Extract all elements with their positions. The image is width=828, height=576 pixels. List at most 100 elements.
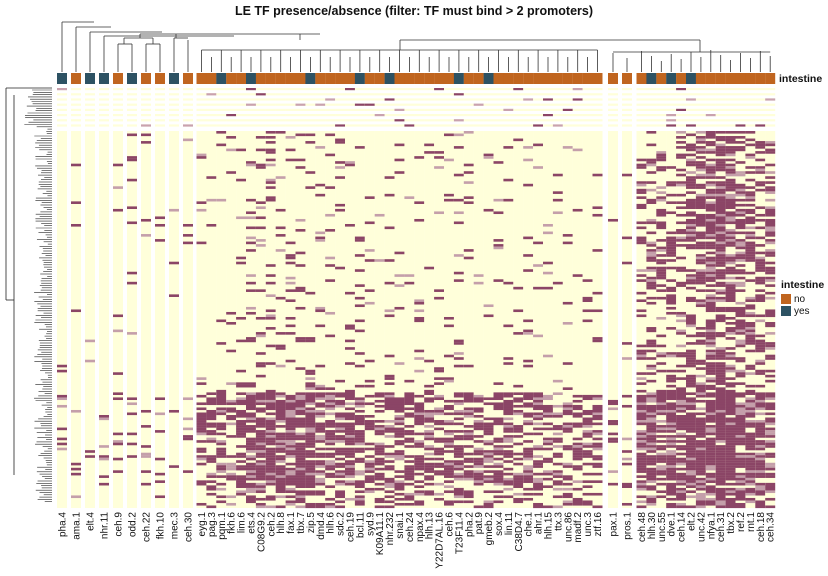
heatmap-cell-present	[473, 480, 484, 483]
heatmap-cell-present	[414, 467, 425, 471]
heatmap-cell-present	[695, 502, 706, 506]
heatmap-cell-present	[695, 412, 706, 416]
heatmap-cell-absent	[206, 119, 217, 122]
heatmap-cell-present	[295, 467, 306, 471]
heatmap-cell-present	[463, 399, 474, 403]
heatmap-cell-present	[705, 417, 716, 421]
heatmap-cell-absent	[99, 93, 109, 96]
heatmap-cell-present	[265, 505, 276, 509]
heatmap-cell-present	[562, 409, 573, 413]
annotation-cell-yes	[384, 73, 395, 84]
heatmap-cell-present	[562, 301, 573, 305]
column-label: dve.1	[667, 512, 678, 537]
heatmap-cell-present	[646, 163, 657, 167]
heatmap-cell-present	[325, 472, 336, 476]
annotation-cell-no	[562, 73, 573, 84]
heatmap-cell-present	[305, 427, 316, 431]
heatmap-cell-present	[335, 404, 346, 408]
heatmap-cell-present	[493, 239, 504, 242]
column-label: pha.2	[464, 512, 475, 537]
heatmap-cell-present	[582, 425, 593, 428]
heatmap-cell-present	[404, 495, 415, 499]
heatmap-cell-present	[676, 502, 687, 506]
heatmap-cell-present	[444, 404, 454, 408]
heatmap-cell-present	[325, 279, 336, 282]
heatmap-cell-present	[196, 450, 207, 453]
heatmap-cell-present	[236, 490, 247, 494]
heatmap-cell-present	[246, 394, 256, 398]
heatmap-cell-present	[582, 462, 593, 466]
heatmap-cell-present	[765, 314, 776, 318]
heatmap-cell-present	[755, 372, 766, 375]
heatmap-cell-present	[183, 470, 193, 473]
heatmap-cell-present	[196, 420, 207, 423]
heatmap-cell-present	[745, 166, 756, 169]
heatmap-cell-present	[345, 88, 355, 91]
heatmap-cell-present	[592, 339, 603, 343]
heatmap-cell-present	[636, 447, 647, 451]
heatmap-cell-present	[453, 465, 464, 468]
heatmap-cell-present	[345, 460, 355, 463]
heatmap-cell-present	[354, 482, 365, 486]
heatmap-cell-present	[533, 472, 544, 476]
heatmap-cell-present	[354, 409, 365, 413]
heatmap-cell-present	[666, 299, 677, 303]
heatmap-cell-present	[155, 472, 165, 476]
column-label: ceh.14	[677, 512, 688, 542]
heatmap-cell-present	[608, 440, 618, 443]
heatmap-cell-present	[325, 437, 336, 441]
heatmap-cell-present	[434, 470, 445, 473]
heatmap-cell-present	[666, 286, 677, 290]
heatmap-cell-present	[325, 497, 336, 501]
heatmap-cell-present	[265, 450, 276, 453]
heatmap-cell-present	[755, 334, 766, 338]
heatmap-cell-present	[265, 455, 276, 458]
heatmap-cell-present	[236, 477, 247, 481]
heatmap-cell-present	[453, 487, 464, 491]
heatmap-cell-present	[745, 407, 756, 411]
heatmap-cell-present	[523, 450, 534, 453]
column-label: che.1	[524, 512, 535, 537]
heatmap-cell-present	[765, 226, 776, 230]
heatmap-cell-present	[715, 223, 726, 227]
heatmap-cell-present	[666, 460, 677, 463]
heatmap-cell-present	[715, 347, 726, 350]
heatmap-cell-present	[686, 148, 696, 152]
heatmap-cell-present	[155, 495, 165, 499]
heatmap-cell-present	[745, 477, 756, 481]
heatmap-cell-present	[345, 442, 355, 446]
heatmap-cell-present	[695, 387, 706, 390]
heatmap-cell-present	[493, 452, 504, 456]
heatmap-cell-absent	[725, 98, 736, 101]
heatmap-cell-present	[453, 364, 464, 368]
heatmap-cell-present	[715, 218, 726, 222]
heatmap-cell-present	[715, 372, 726, 375]
heatmap-cell-present	[523, 465, 534, 468]
heatmap-cell-present	[246, 450, 256, 453]
heatmap-cell-present	[503, 437, 514, 441]
heatmap-cell-present	[745, 397, 756, 401]
heatmap-cell-present	[705, 387, 716, 390]
heatmap-cell-absent	[305, 103, 316, 106]
heatmap-cell-present	[656, 452, 667, 456]
heatmap-cell-present	[592, 437, 603, 441]
heatmap-cell-present	[686, 354, 696, 358]
heatmap-cell-present	[735, 492, 746, 496]
heatmap-cell-present	[552, 404, 563, 408]
heatmap-cell-present	[315, 437, 326, 441]
heatmap-cell-absent	[735, 88, 746, 91]
heatmap-cell-absent	[622, 124, 632, 127]
heatmap-cell-present	[255, 460, 266, 463]
column-label: ceh.18	[756, 512, 767, 542]
heatmap-cell-present	[325, 311, 336, 315]
heatmap-cell-present	[562, 495, 573, 499]
heatmap-cell-present	[226, 475, 237, 478]
heatmap-cell-present	[226, 171, 237, 174]
heatmap-cell-present	[206, 455, 217, 458]
heatmap-cell-present	[513, 392, 524, 395]
heatmap-cell-present	[705, 455, 716, 458]
heatmap-cell-present	[424, 412, 435, 416]
heatmap-cell-present	[513, 480, 524, 483]
heatmap-cell-present	[85, 450, 95, 453]
heatmap-cell-absent	[206, 108, 217, 111]
